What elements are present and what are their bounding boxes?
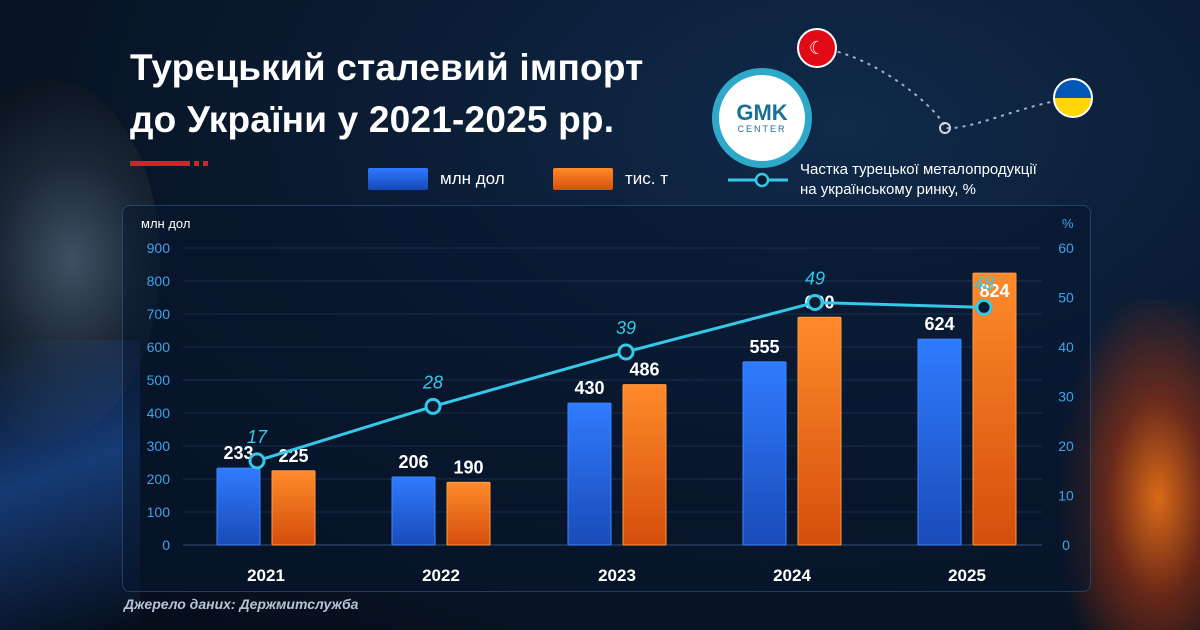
- y-tick-label-left: 800: [147, 273, 171, 289]
- data-label-tonnes: 190: [453, 457, 483, 477]
- data-label-share: 48: [974, 273, 994, 293]
- data-label-usd: 555: [749, 337, 779, 357]
- data-label-share: 49: [805, 268, 825, 288]
- data-label-tonnes: 824: [979, 281, 1009, 301]
- x-tick-label: 2023: [598, 566, 636, 585]
- y-tick-label-right: 60: [1058, 240, 1074, 256]
- y-axis-title-left: млн дол: [141, 216, 190, 231]
- y-tick-label-left: 700: [147, 306, 171, 322]
- share-point: [975, 298, 993, 316]
- legend-label-share-line1: Частка турецької металопродукції: [800, 161, 1037, 178]
- legend-item-share: Частка турецької металопродукції на укра…: [728, 160, 1037, 200]
- x-tick-label: 2021: [247, 566, 285, 585]
- share-point: [617, 343, 635, 361]
- data-label-share: 17: [247, 427, 268, 447]
- blue-glow-background: [0, 340, 140, 630]
- data-label-tonnes: 486: [629, 360, 659, 380]
- legend-label-tonnes: тис. т: [625, 169, 669, 188]
- turkey-flag-icon: ☾: [797, 28, 837, 68]
- legend-label-share: Частка турецької металопродукції на укра…: [800, 160, 1037, 200]
- title-accent-dot: [194, 161, 199, 166]
- y-tick-label-right: 10: [1058, 488, 1074, 504]
- x-tick-label: 2024: [773, 566, 811, 585]
- bar-tonnes: [797, 316, 842, 546]
- route-map-decoration: [829, 49, 1061, 134]
- share-point: [248, 452, 266, 470]
- bar-usd: [917, 338, 962, 546]
- bar-tonnes: [622, 384, 667, 546]
- y-tick-label-right: 20: [1058, 438, 1074, 454]
- y-tick-label-left: 900: [147, 240, 171, 256]
- bar-usd: [391, 476, 436, 546]
- title-line-1: Турецький сталевий імпорт: [130, 47, 644, 88]
- legend-swatch-tonnes: [553, 168, 613, 190]
- data-label-usd: 430: [574, 378, 604, 398]
- y-tick-label-left: 600: [147, 339, 171, 355]
- y-tick-label-left: 300: [147, 438, 171, 454]
- share-point: [424, 397, 442, 415]
- source-note: Джерело даних: Держмитслужба: [124, 596, 359, 612]
- y-tick-label-right: 50: [1058, 290, 1074, 306]
- ukraine-flag-icon: [1053, 78, 1093, 118]
- x-tick-label: 2025: [948, 566, 986, 585]
- y-tick-label-left: 200: [147, 471, 171, 487]
- y-axis-title-right: %: [1062, 216, 1074, 231]
- y-tick-label-right: 0: [1062, 537, 1070, 553]
- bar-tonnes: [271, 470, 316, 546]
- legend-swatch-usd: [368, 168, 428, 190]
- bar-usd: [216, 467, 261, 546]
- logo-text-main: GMK: [736, 100, 788, 125]
- y-tick-label-left: 100: [147, 504, 171, 520]
- logo-text-sub: CENTER: [737, 124, 787, 134]
- bar-usd: [567, 402, 612, 546]
- data-label-usd: 233: [223, 443, 253, 463]
- legend-swatch-share: [728, 172, 788, 188]
- legend-label-share-line2: на українському ринку, %: [800, 181, 976, 198]
- y-tick-label-left: 0: [162, 537, 170, 553]
- title-accent-bar: [130, 161, 190, 166]
- x-tick-label: 2022: [422, 566, 460, 585]
- data-label-share: 39: [616, 318, 636, 338]
- page-title: Турецький сталевий імпорт до України у 2…: [130, 42, 730, 146]
- y-tick-label-left: 400: [147, 405, 171, 421]
- legend-label-usd: млн дол: [440, 169, 505, 188]
- gmk-center-logo: GMK CENTER: [712, 68, 812, 168]
- bar-tonnes: [446, 481, 491, 546]
- share-point: [806, 293, 824, 311]
- data-label-share: 28: [422, 372, 443, 392]
- bar-usd: [742, 361, 787, 546]
- data-label-usd: 624: [924, 314, 954, 334]
- legend-item-usd: млн дол: [368, 168, 505, 190]
- y-tick-label-right: 30: [1058, 389, 1074, 405]
- title-accent-dot: [203, 161, 208, 166]
- data-label-usd: 206: [398, 452, 428, 472]
- y-tick-label-left: 500: [147, 372, 171, 388]
- legend-item-tonnes: тис. т: [553, 168, 668, 190]
- bar-tonnes: [972, 272, 1017, 546]
- title-line-2: до України у 2021-2025 рр.: [130, 99, 615, 140]
- y-tick-label-right: 40: [1058, 339, 1074, 355]
